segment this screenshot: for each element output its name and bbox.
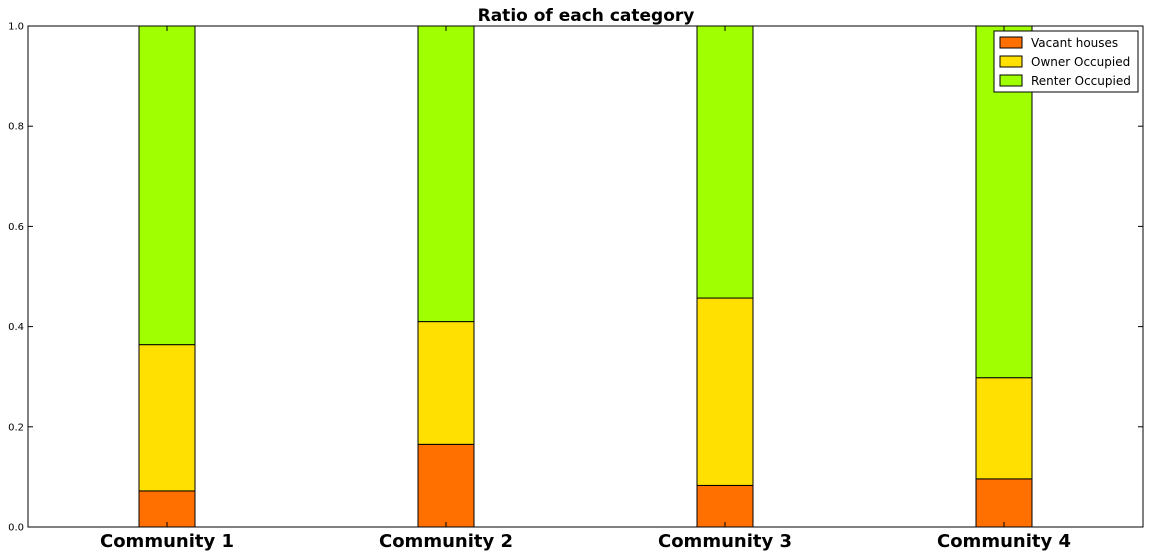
y-tick-label: 0.6 — [8, 222, 24, 233]
legend-swatch — [999, 74, 1023, 87]
bar-vacant-houses-3 — [696, 484, 754, 528]
bar-renter-occupied-3 — [696, 25, 754, 299]
chart-title: Ratio of each category — [478, 6, 695, 26]
bar-vacant-houses-2 — [417, 443, 475, 528]
x-tick-label: Community 1 — [100, 531, 234, 552]
legend-label: Vacant houses — [1031, 36, 1118, 50]
x-tick-label: Community 4 — [937, 531, 1071, 552]
plot-area — [138, 25, 1033, 528]
y-tick-label: 1.0 — [8, 22, 24, 33]
legend-label: Renter Occupied — [1031, 74, 1131, 88]
bar-vacant-houses-1 — [138, 490, 196, 528]
x-tick-label: Community 2 — [379, 531, 513, 552]
y-tick-label: 0.4 — [8, 322, 24, 333]
bar-renter-occupied-1 — [138, 25, 196, 346]
legend-label: Owner Occupied — [1031, 55, 1130, 69]
bar-owner-occupied-1 — [138, 344, 196, 492]
bar-owner-occupied-3 — [696, 297, 754, 486]
bar-owner-occupied-2 — [417, 321, 475, 445]
y-tick-label: 0.8 — [8, 122, 24, 133]
bar-vacant-houses-4 — [975, 478, 1033, 528]
bar-owner-occupied-4 — [975, 377, 1033, 480]
legend: Vacant houses Owner Occupied Renter Occupi… — [993, 30, 1139, 93]
bar-renter-occupied-2 — [417, 25, 475, 323]
x-tick-label: Community 3 — [658, 531, 792, 552]
plot-frame — [27, 25, 1144, 528]
y-tick-label: 0.2 — [8, 422, 24, 433]
legend-swatch — [999, 36, 1023, 49]
x-axis: Community 1 Community 2 Community 3 Communi… — [100, 26, 1071, 552]
y-tick-label: 0.0 — [8, 523, 24, 534]
legend-swatch — [999, 55, 1023, 68]
